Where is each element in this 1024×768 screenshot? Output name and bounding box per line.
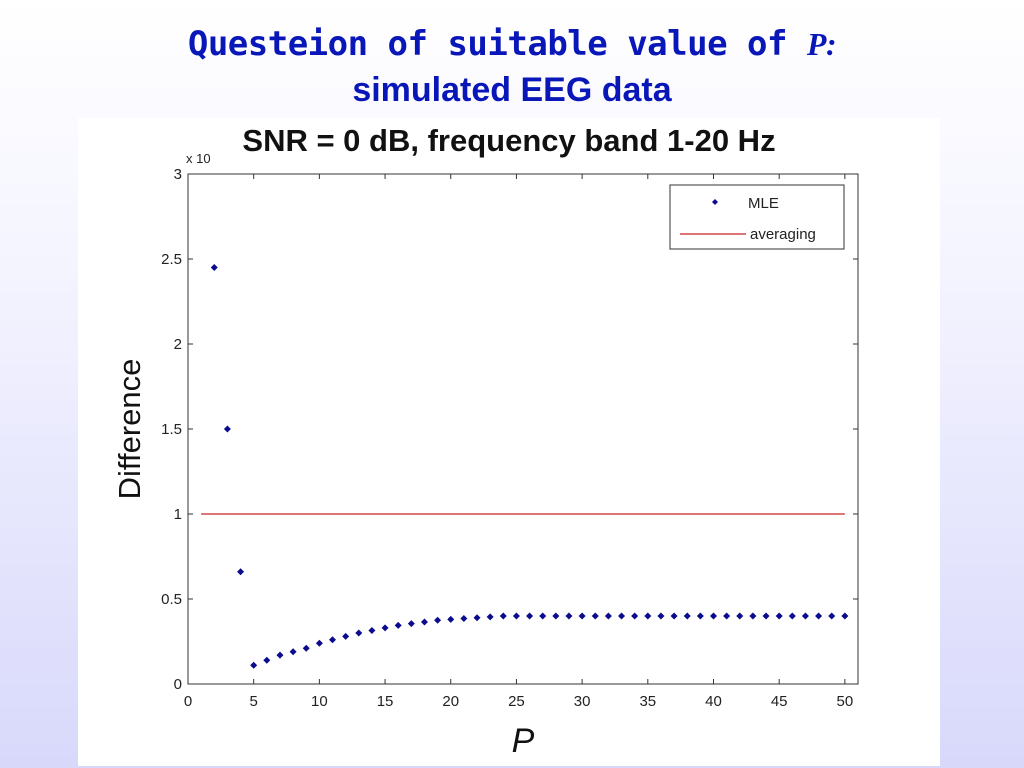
mle-point bbox=[552, 612, 560, 620]
mle-point bbox=[749, 612, 757, 620]
mle-point bbox=[355, 629, 363, 637]
mle-point bbox=[526, 612, 534, 620]
slide-subtitle: simulated EEG data bbox=[352, 71, 672, 109]
mle-point bbox=[250, 661, 258, 669]
x-tick-label: 20 bbox=[442, 693, 459, 710]
x-tick-label: 45 bbox=[771, 693, 788, 710]
mle-point bbox=[460, 615, 468, 623]
mle-point bbox=[644, 612, 652, 620]
x-tick-label: 35 bbox=[639, 693, 656, 710]
mle-point bbox=[618, 612, 626, 620]
mle-point bbox=[815, 612, 823, 620]
mle-point bbox=[381, 624, 389, 632]
x-axis-label: P bbox=[512, 722, 535, 760]
x-tick-label: 25 bbox=[508, 693, 525, 710]
mle-point bbox=[775, 612, 783, 620]
y-tick-label: 2.5 bbox=[161, 251, 182, 268]
mle-point bbox=[539, 612, 547, 620]
mle-point bbox=[709, 612, 717, 620]
legend-mle-label: MLE bbox=[748, 195, 779, 212]
y-axis-label: Difference bbox=[112, 359, 147, 500]
x-tick-label: 40 bbox=[705, 693, 722, 710]
mle-point bbox=[407, 620, 415, 628]
mle-point bbox=[473, 614, 481, 622]
mle-point bbox=[447, 615, 455, 623]
mle-point bbox=[289, 648, 297, 656]
mle-point bbox=[631, 612, 639, 620]
mle-point bbox=[578, 612, 586, 620]
mle-point bbox=[696, 612, 704, 620]
mle-point bbox=[565, 612, 573, 620]
mle-point bbox=[736, 612, 744, 620]
y-tick-label: 2 bbox=[174, 336, 182, 353]
mle-point bbox=[302, 644, 310, 652]
mle-point bbox=[670, 612, 678, 620]
mle-point bbox=[315, 639, 323, 647]
y-tick-label: 1.5 bbox=[161, 421, 182, 438]
y-tick-label: 0 bbox=[174, 676, 182, 693]
legend-averaging-label: averaging bbox=[750, 226, 816, 243]
mle-point bbox=[828, 612, 836, 620]
mle-point bbox=[276, 651, 284, 659]
y-tick-label: 0.5 bbox=[161, 591, 182, 608]
mle-point bbox=[420, 618, 428, 626]
mle-point bbox=[512, 612, 520, 620]
y-exponent-label: x 10 bbox=[186, 151, 211, 166]
mle-point bbox=[237, 568, 245, 576]
x-tick-label: 50 bbox=[837, 693, 854, 710]
mle-point bbox=[434, 616, 442, 624]
mle-point bbox=[263, 656, 271, 664]
mle-point bbox=[210, 264, 218, 271]
mle-point bbox=[788, 612, 796, 620]
figure-panel: SNR = 0 dB, frequency band 1-20 Hz x 10 … bbox=[78, 118, 940, 766]
slide-title-text: Questeion of suitable value of bbox=[187, 24, 807, 64]
slide-title: Questeion of suitable value of P: simula… bbox=[0, 18, 1024, 110]
x-tick-label: 15 bbox=[377, 693, 394, 710]
x-tick-label: 5 bbox=[250, 693, 258, 710]
legend: MLE averaging bbox=[669, 184, 845, 250]
mle-point bbox=[486, 613, 494, 621]
scatter-chart: SNR = 0 dB, frequency band 1-20 Hz x 10 … bbox=[112, 123, 859, 760]
plot-area bbox=[187, 173, 859, 685]
mle-point bbox=[762, 612, 770, 620]
mle-point bbox=[223, 425, 231, 433]
mle-point bbox=[591, 612, 599, 620]
data-marks bbox=[201, 264, 849, 669]
mle-point bbox=[329, 636, 337, 644]
y-tick-label: 3 bbox=[174, 166, 182, 183]
slide-title-variable: P: bbox=[806, 26, 837, 62]
mle-point bbox=[683, 612, 691, 620]
mle-point bbox=[368, 626, 376, 634]
legend-mle-marker bbox=[712, 199, 718, 205]
x-tick-label: 0 bbox=[184, 693, 192, 710]
legend-box bbox=[669, 184, 845, 250]
mle-point bbox=[394, 621, 402, 629]
x-tick-label: 30 bbox=[574, 693, 591, 710]
mle-point bbox=[801, 612, 809, 620]
axis-ticks: 0 5 10 15 20 25 30 35 40 45 50 0 0.5 1 1.5 2 2.5 3 bbox=[161, 166, 858, 710]
mle-point bbox=[499, 612, 507, 620]
x-tick-label: 10 bbox=[311, 693, 328, 710]
mle-point bbox=[723, 612, 731, 620]
mle-point bbox=[657, 612, 665, 620]
mle-point bbox=[342, 632, 350, 640]
y-tick-label: 1 bbox=[174, 506, 182, 523]
chart-title: SNR = 0 dB, frequency band 1-20 Hz bbox=[242, 123, 775, 158]
mle-point bbox=[841, 612, 849, 620]
mle-point bbox=[604, 612, 612, 620]
